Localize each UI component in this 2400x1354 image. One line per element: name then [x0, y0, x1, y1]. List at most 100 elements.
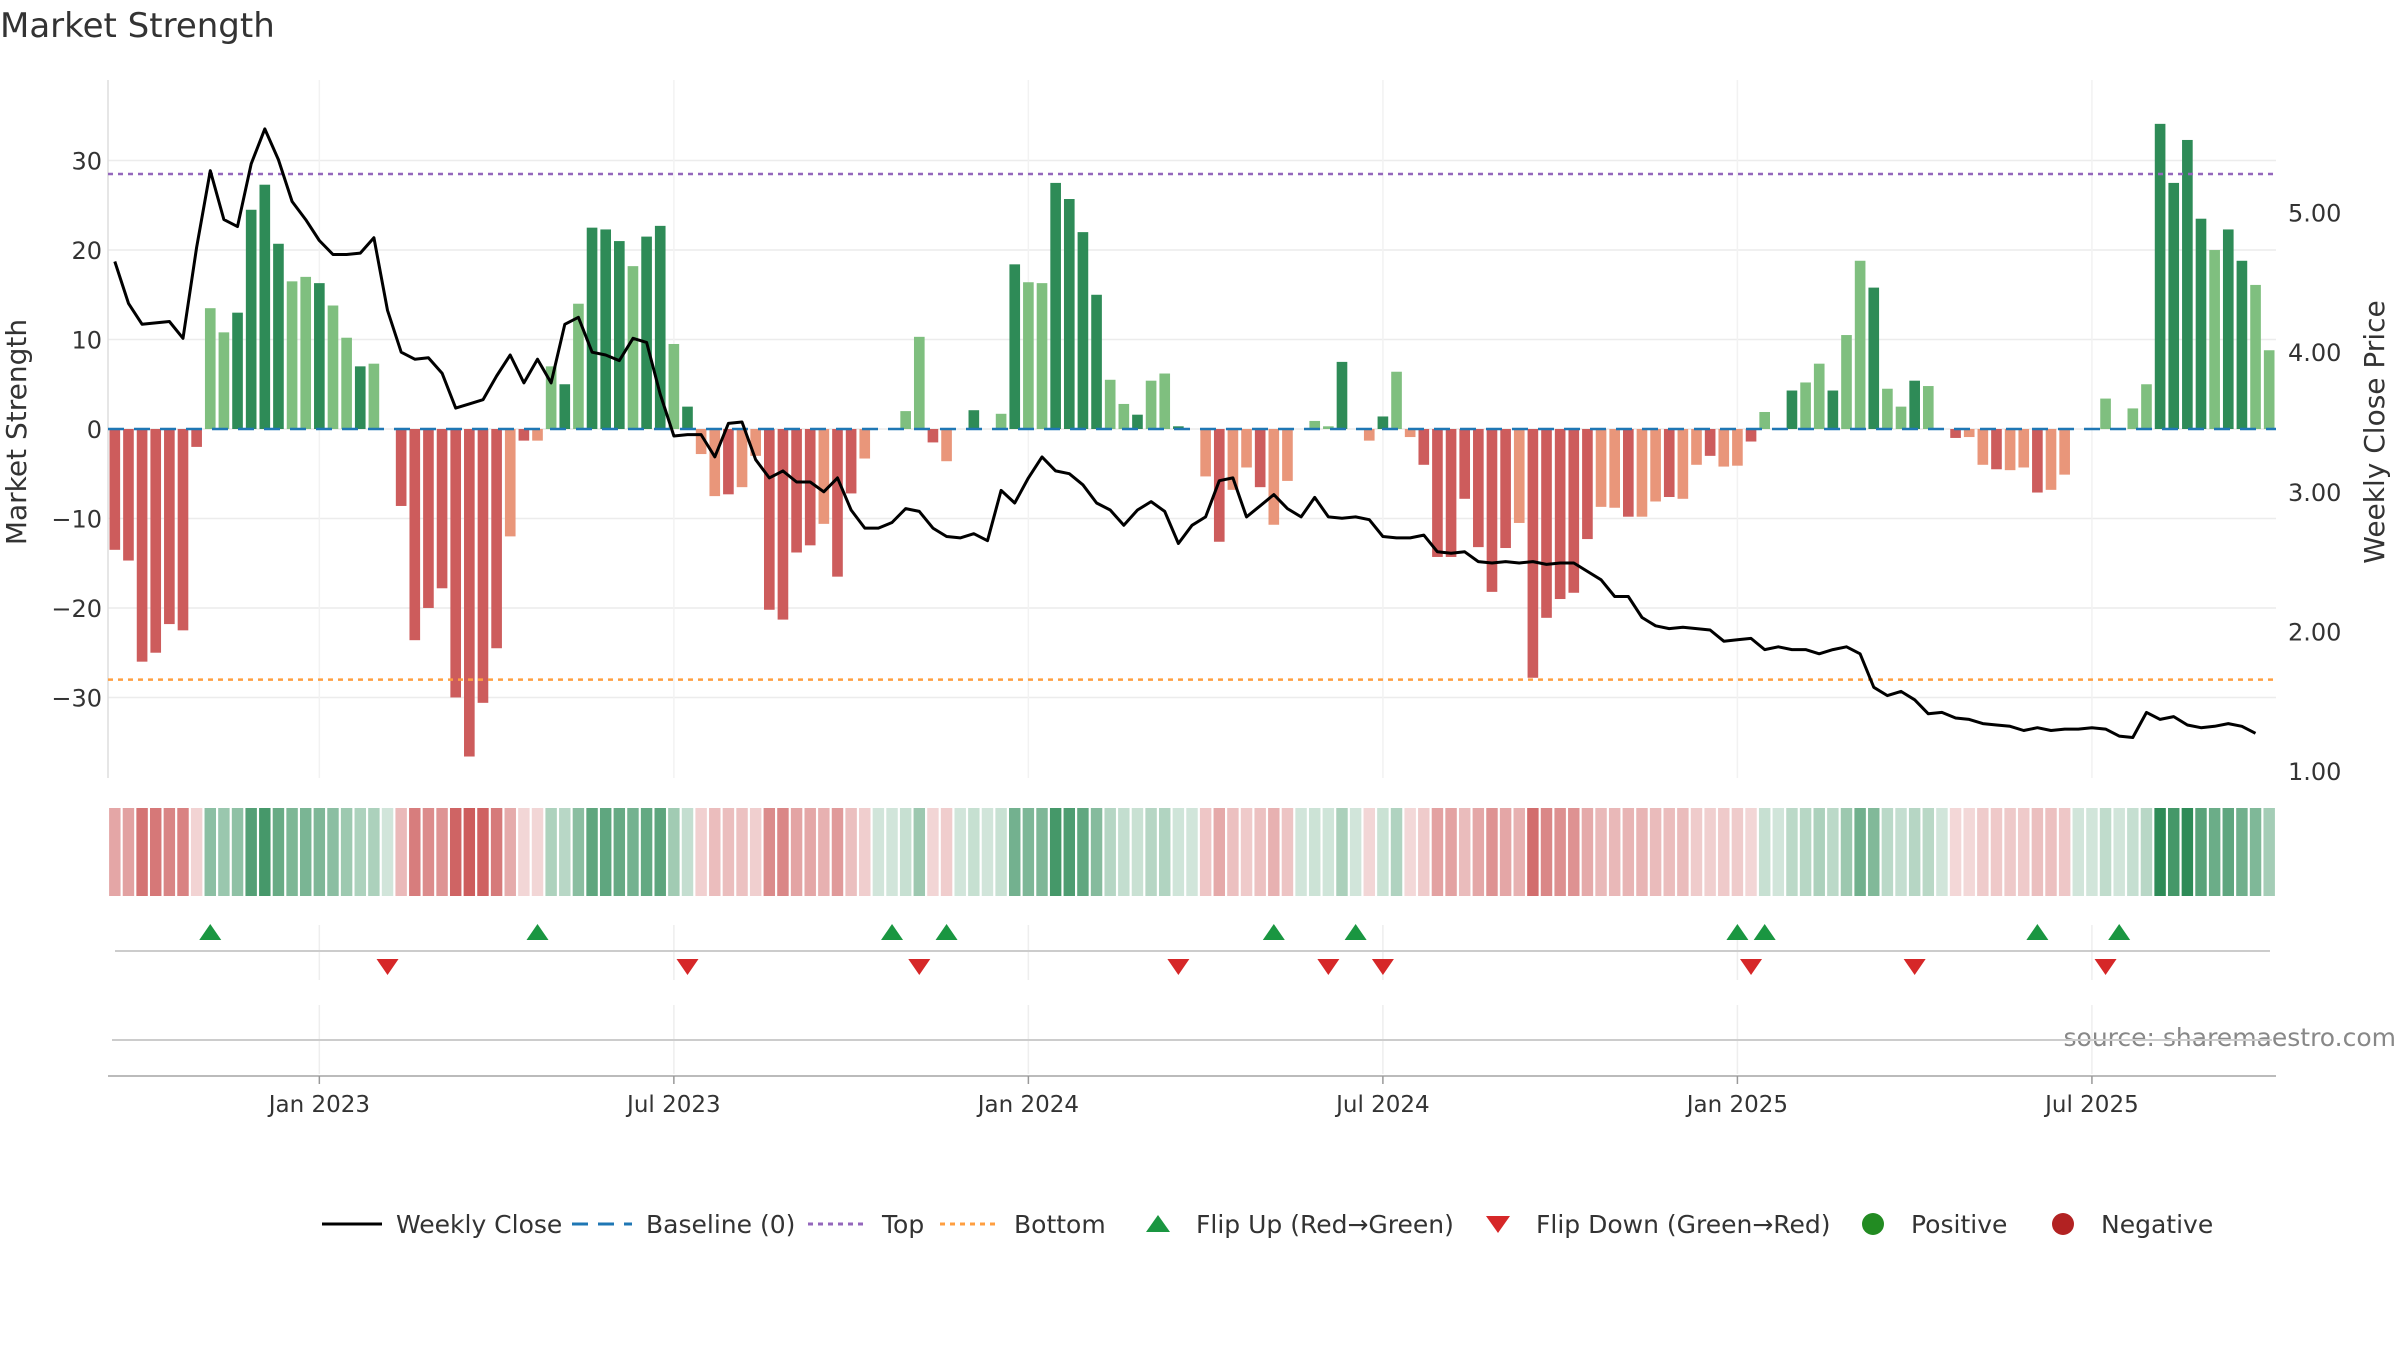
flip-up-marker	[2026, 924, 2049, 940]
strength-bar	[1091, 294, 1102, 429]
strength-bar	[1459, 429, 1471, 499]
x-tick-label: Jul 2024	[1334, 1092, 1430, 1118]
strength-bar	[1786, 390, 1798, 429]
strength-bar	[1882, 388, 1893, 429]
strip-cell	[859, 808, 871, 896]
strength-bar	[777, 429, 789, 620]
legend-item: Top	[808, 1210, 924, 1239]
strip-cell	[722, 808, 735, 896]
strip-cell	[313, 808, 326, 896]
legend-flip-down-symbol	[1486, 1216, 1510, 1233]
flip-up-marker	[1753, 924, 1776, 940]
strength-bar	[723, 429, 734, 495]
strip-cell	[1881, 808, 1894, 896]
strip-cell	[1786, 808, 1798, 896]
strip-cell	[490, 808, 503, 896]
x-tick-label: Jul 2025	[2043, 1092, 2139, 1118]
strength-bar	[218, 332, 230, 429]
flip-up-marker	[1726, 924, 1749, 940]
strip-cell	[681, 808, 694, 896]
strip-cell	[1431, 808, 1444, 896]
strength-bar	[845, 429, 857, 494]
strength-bar	[1159, 373, 1171, 429]
strength-bar	[327, 305, 339, 429]
strip-cell	[1949, 808, 1962, 896]
strength-bar	[682, 406, 693, 429]
flip-up-marker	[526, 924, 549, 940]
strength-bar	[1336, 361, 1348, 429]
y-tick-label: −20	[51, 595, 102, 623]
flip-up-marker	[935, 924, 958, 940]
strength-bar	[341, 337, 352, 429]
strip-cell	[1022, 808, 1035, 896]
strength-bar	[654, 225, 666, 429]
strip-cell	[940, 808, 953, 896]
strength-bar	[1895, 406, 1907, 429]
strength-bar	[354, 366, 366, 429]
strip-cell	[1227, 808, 1239, 896]
strip-cell	[381, 808, 394, 896]
legend-item: Baseline (0)	[572, 1210, 795, 1239]
strip-cell	[2058, 808, 2071, 896]
strip-cell	[1868, 808, 1880, 896]
strength-bar	[464, 429, 475, 757]
legend: Weekly Close Baseline (0) Top Bottom Flip Up…	[322, 1210, 2213, 1239]
strength-bar	[532, 429, 543, 441]
strength-bar	[1309, 420, 1321, 429]
strength-bar	[2209, 250, 2220, 429]
strip-cell	[1486, 808, 1498, 896]
strip-cell	[1049, 808, 1062, 896]
strip-cell	[2140, 808, 2153, 896]
strength-bar	[1963, 429, 1975, 438]
strip-cell	[790, 808, 803, 896]
strength-bar	[300, 276, 312, 429]
strip-cell	[259, 808, 271, 896]
strip-cell	[927, 808, 939, 896]
strip-cell	[763, 808, 776, 896]
strip-cell	[1090, 808, 1103, 896]
strength-bar	[2045, 429, 2057, 490]
chart-title: Market Strength	[0, 6, 275, 46]
strength-bar	[1077, 232, 1089, 429]
strip-cell	[1758, 808, 1771, 896]
strip-cell	[1363, 808, 1375, 896]
strip-cell	[886, 808, 898, 896]
strength-bar	[1909, 380, 1920, 429]
strength-bar	[2154, 123, 2166, 429]
strength-bar	[559, 384, 571, 429]
strength-bar	[1432, 429, 1443, 557]
strip-cell	[1472, 808, 1485, 896]
flip-up-marker	[1344, 924, 1367, 940]
flip-up-marker	[2108, 924, 2131, 940]
legend-label: Bottom	[1014, 1210, 1106, 1239]
source-label: source: sharemaestro.com	[2064, 1023, 2397, 1052]
strip-cell	[2208, 808, 2221, 896]
strip-cell	[804, 808, 816, 896]
strip-cell	[1336, 808, 1348, 896]
flip-down-marker	[376, 959, 399, 975]
weekly-close-line	[113, 127, 2257, 739]
strength-bar	[518, 429, 530, 441]
strength-bar	[232, 312, 243, 429]
strength-bar	[2236, 260, 2248, 429]
strip-cell	[1445, 808, 1457, 896]
strip-cell	[2004, 808, 2016, 896]
strength-bar	[423, 429, 434, 608]
strength-bar	[1145, 380, 1157, 429]
strip-cell	[1895, 808, 1907, 896]
strip-cell	[2154, 808, 2166, 896]
strip-cell	[1745, 808, 1757, 896]
strength-bar	[368, 363, 380, 429]
strength-bar	[1623, 429, 1634, 517]
strength-bar	[1023, 282, 1034, 429]
strip-cell	[1936, 808, 1948, 896]
strip-cell	[2113, 808, 2125, 896]
legend-item: Flip Up (Red→Green)	[1146, 1210, 1454, 1239]
strength-bar	[709, 429, 721, 497]
strength-bar	[409, 429, 421, 641]
strength-bar	[259, 184, 271, 429]
strip-cell	[1295, 808, 1307, 896]
strip-cell	[1118, 808, 1130, 896]
strength-bar	[2195, 218, 2207, 429]
strip-cell	[1827, 808, 1839, 896]
